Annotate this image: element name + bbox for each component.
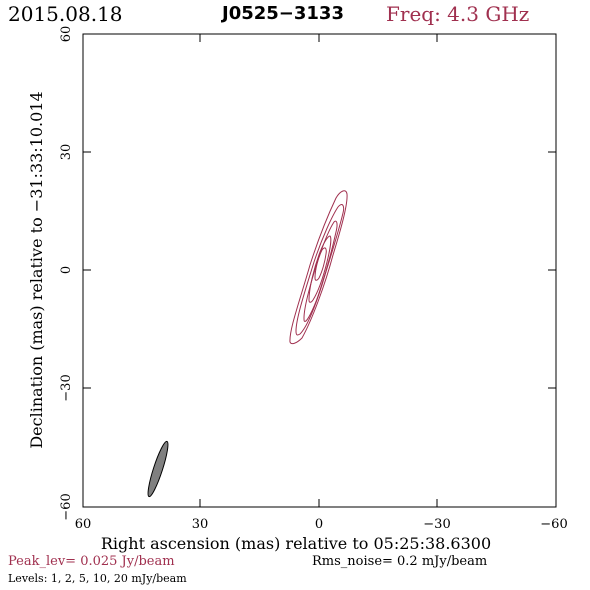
x-tick-label: −30 [423, 517, 450, 532]
contour-level-3 [303, 220, 338, 322]
y-axis-label: Declination (mas) relative to −31:33:10.… [27, 91, 46, 448]
frequency-label: Freq: 4.3 GHz [386, 2, 530, 26]
rms-noise: Rms_noise= 0.2 mJy/beam [312, 554, 488, 569]
contour-level-1 [289, 190, 348, 345]
observation-date: 2015.08.18 [8, 2, 123, 26]
beam-ellipse [147, 440, 169, 498]
contour-level-2 [295, 204, 345, 336]
peak-level: Peak_lev= 0.025 Jy/beam [8, 554, 175, 569]
x-tick-label: 0 [315, 517, 323, 532]
x-tick-label: −60 [540, 517, 567, 532]
x-tick-marks [199, 34, 438, 507]
y-tick-marks [83, 151, 556, 389]
x-tick-label: 30 [192, 517, 209, 532]
y-tick-label: 60 [59, 26, 74, 43]
y-tick-label: −30 [59, 374, 74, 401]
y-tick-label: 30 [59, 144, 74, 161]
x-tick-label: 60 [75, 517, 92, 532]
contour-lines [289, 190, 348, 345]
plot-frame [82, 33, 557, 508]
y-tick-label: −60 [59, 493, 74, 520]
y-tick-label: 0 [59, 266, 74, 274]
source-name: J0525−3133 [222, 3, 344, 24]
contour-levels: Levels: 1, 2, 5, 10, 20 mJy/beam [8, 572, 187, 585]
contour-level-4 [308, 235, 332, 303]
x-axis-label: Right ascension (mas) relative to 05:25:… [101, 534, 491, 553]
contour-level-5 [314, 247, 327, 281]
